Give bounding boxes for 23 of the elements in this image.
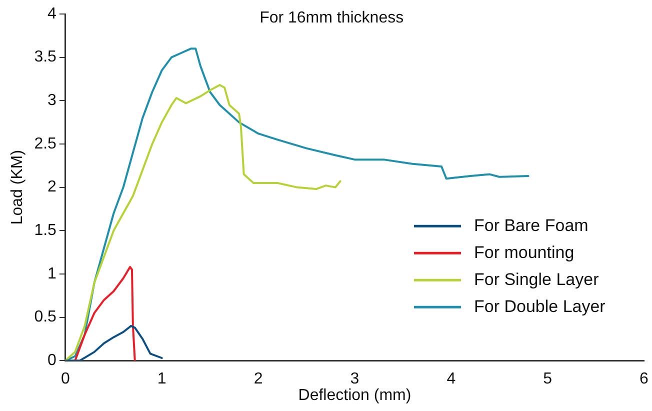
y-tick-label: 0.5 <box>34 308 57 326</box>
legend-label: For mounting <box>474 242 574 262</box>
chart-title: For 16mm thickness <box>260 9 404 26</box>
legend-label: For Bare Foam <box>474 216 588 235</box>
y-tick-label: 2 <box>48 178 57 196</box>
y-tick-label: 2.5 <box>34 135 57 152</box>
x-tick-label: 0 <box>60 370 70 388</box>
y-tick-label: 4 <box>48 5 57 22</box>
x-tick-label: 1 <box>157 370 166 388</box>
y-axis-title: Load (KM) <box>9 150 26 225</box>
x-tick-label: 2 <box>254 370 263 388</box>
legend-label: For Double Layer <box>474 296 606 316</box>
y-tick-label: 1 <box>48 265 57 282</box>
y-tick-label: 1.5 <box>34 222 57 240</box>
y-tick-label: 0 <box>48 352 57 370</box>
x-axis-title: Deflection (mm) <box>298 386 412 404</box>
x-tick-label: 4 <box>446 370 456 388</box>
y-tick-label: 3.5 <box>34 48 57 66</box>
legend-label: For Single Layer <box>474 270 600 289</box>
x-tick-label: 3 <box>350 370 360 388</box>
x-tick-label: 6 <box>640 370 649 388</box>
y-tick-label: 3 <box>48 92 57 110</box>
x-tick-label: 5 <box>543 370 552 388</box>
